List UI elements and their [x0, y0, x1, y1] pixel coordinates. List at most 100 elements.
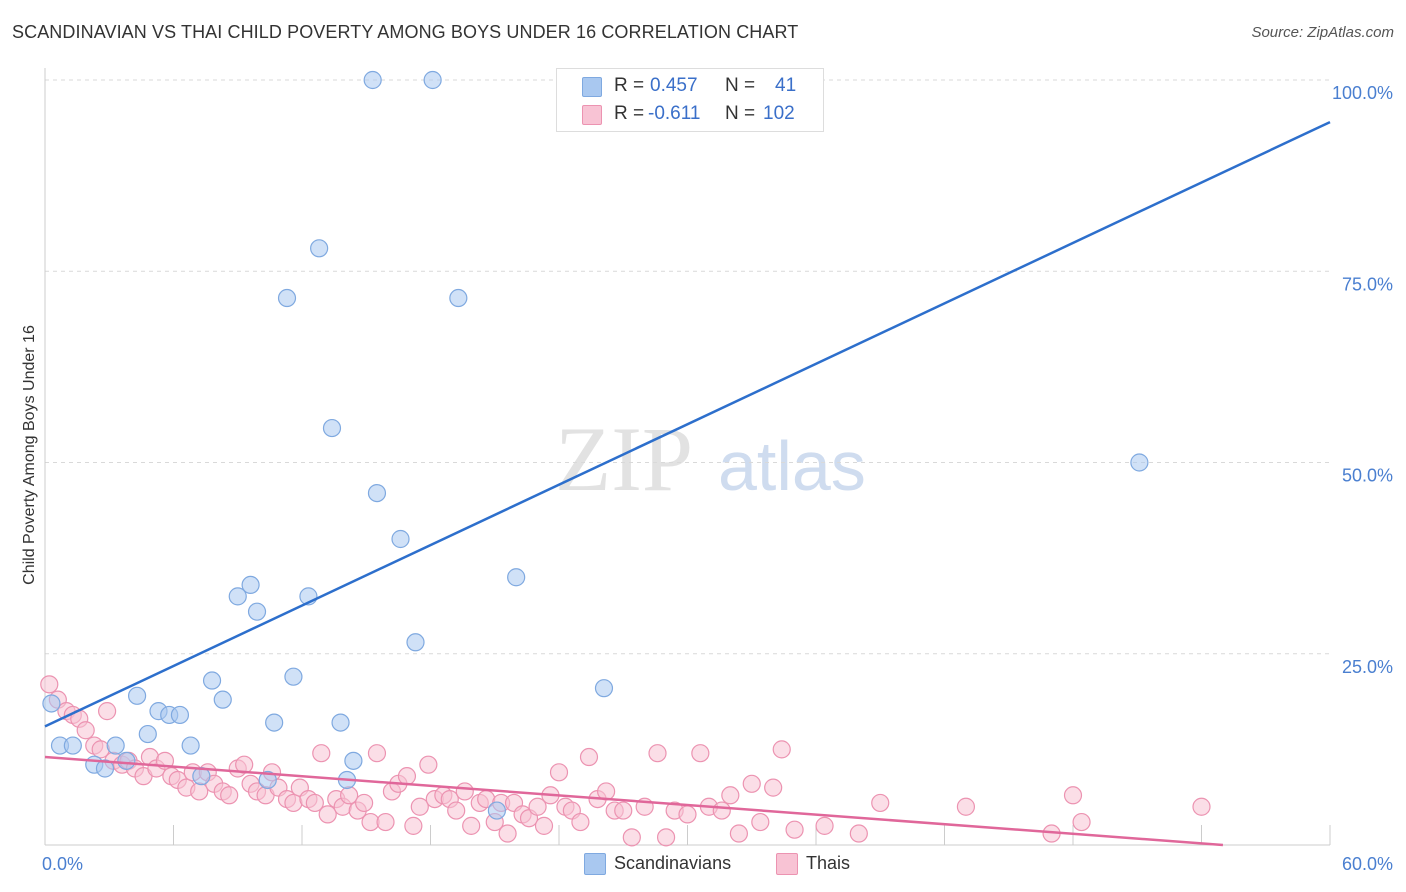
- data-point: [95, 759, 115, 778]
- data-point: [235, 755, 254, 774]
- legend-r-label: R =: [614, 75, 645, 96]
- trend-lines: [44, 120, 1331, 847]
- data-point: [1130, 453, 1149, 472]
- data-point: [849, 824, 868, 843]
- chart-title: SCANDINAVIAN VS THAI CHILD POVERTY AMONG…: [12, 22, 799, 42]
- legend-n-value: 102: [763, 103, 795, 124]
- data-point: [534, 816, 554, 835]
- data-point: [340, 786, 359, 805]
- data-point: [815, 816, 834, 835]
- data-point: [871, 793, 890, 813]
- data-point: [305, 793, 324, 813]
- data-point: [423, 70, 442, 90]
- bottom-legend-label-scandinavians: Scandinavians: [614, 853, 732, 873]
- legend-row-scandinavians: R = 0.457 N = 41: [557, 73, 823, 99]
- data-point: [98, 702, 117, 721]
- data-point: [447, 801, 466, 820]
- data-point: [498, 824, 517, 843]
- data-point: [284, 667, 303, 686]
- x-tick-label: 60.0%: [1342, 854, 1393, 874]
- legend-swatch-thais: [582, 105, 602, 125]
- data-point: [284, 793, 303, 813]
- data-point: [1072, 812, 1091, 832]
- data-point: [648, 744, 667, 763]
- bottom-legend-swatch-scandinavians: [584, 853, 606, 875]
- bottom-legend-label-thais: Thais: [806, 853, 851, 873]
- legend-n-value: 41: [775, 75, 797, 96]
- watermark-atlas: atlas: [718, 427, 866, 505]
- data-point: [729, 824, 749, 843]
- data-point: [772, 740, 791, 759]
- data-point: [507, 568, 526, 587]
- data-point: [228, 587, 247, 606]
- data-point: [656, 828, 676, 847]
- data-point: [1192, 797, 1211, 816]
- data-point: [956, 797, 976, 816]
- data-point: [40, 675, 59, 694]
- data-point: [721, 786, 740, 805]
- data-point: [42, 694, 61, 713]
- data-point: [571, 812, 590, 832]
- data-point: [138, 724, 157, 744]
- data-point: [487, 801, 506, 820]
- data-point: [376, 812, 395, 832]
- data-point: [213, 690, 232, 709]
- x-tick-label: 0.0%: [42, 854, 83, 874]
- data-point: [277, 288, 297, 308]
- data-point: [404, 816, 423, 835]
- legend-r-label: R =: [614, 103, 645, 124]
- data-point: [367, 484, 387, 503]
- data-point: [202, 671, 222, 690]
- data-point: [406, 633, 425, 652]
- legend-n-label: N =: [725, 103, 756, 124]
- tick-labels: 25.0% 50.0% 75.0% 100.0% 0.0% 60.0%: [42, 83, 1393, 874]
- data-point: [712, 801, 731, 820]
- data-point: [594, 679, 614, 698]
- data-point: [355, 793, 374, 813]
- data-point: [1063, 786, 1083, 805]
- data-point: [312, 744, 331, 763]
- trend-line: [44, 755, 1224, 847]
- legend-r-value: -0.611: [648, 103, 701, 124]
- data-point: [462, 816, 481, 835]
- data-point: [344, 751, 363, 770]
- data-point: [785, 820, 804, 839]
- data-point: [528, 797, 547, 816]
- data-point: [265, 713, 284, 732]
- scandinavians-points: [42, 70, 1149, 820]
- legend-swatch-scandinavians: [582, 77, 602, 97]
- data-point: [190, 782, 209, 801]
- data-point: [106, 736, 125, 755]
- watermark-zip: ZIP: [555, 408, 693, 510]
- data-point: [258, 770, 277, 790]
- data-point: [117, 751, 136, 770]
- data-point: [419, 755, 438, 774]
- data-point: [764, 778, 783, 797]
- data-point: [170, 705, 190, 725]
- data-point: [310, 239, 329, 258]
- data-point: [691, 744, 710, 763]
- data-point: [449, 288, 468, 308]
- trend-line: [44, 120, 1331, 728]
- data-point: [247, 602, 267, 621]
- data-point: [742, 774, 761, 793]
- axes: [44, 68, 1331, 846]
- data-point: [410, 797, 429, 816]
- data-point: [397, 767, 417, 786]
- data-point: [363, 70, 382, 90]
- data-point: [322, 418, 342, 438]
- data-point: [367, 744, 387, 763]
- data-point: [318, 805, 337, 824]
- data-point: [678, 805, 697, 824]
- bottom-legend-swatch-thais: [776, 853, 798, 875]
- data-point: [622, 828, 641, 847]
- legend-row-thais: R = -0.611 N = 102: [557, 101, 823, 127]
- data-point: [76, 721, 95, 740]
- stats-legend: R = 0.457 N = 41 R = -0.611 N = 102: [556, 68, 824, 132]
- data-point: [391, 529, 410, 549]
- y-tick-label: 25.0%: [1342, 657, 1393, 677]
- y-tick-label: 100.0%: [1332, 83, 1393, 103]
- data-point: [579, 747, 599, 767]
- data-point: [331, 713, 350, 732]
